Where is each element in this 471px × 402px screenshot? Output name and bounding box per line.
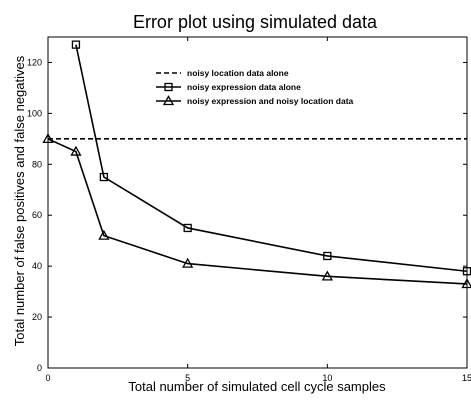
legend-label-1: noisy location data alone [187, 68, 289, 78]
series-line-3 [48, 139, 467, 284]
y-tick-label: 20 [32, 312, 42, 322]
y-tick-label: 0 [37, 363, 42, 373]
y-tick-label: 120 [27, 57, 42, 67]
y-axis-label: Total number of false positives and fals… [12, 55, 27, 346]
legend-label-3: noisy expression and noisy location data [187, 96, 354, 106]
x-tick-label: 10 [322, 373, 332, 383]
chart-title: Error plot using simulated data [133, 12, 378, 32]
y-tick-label: 100 [27, 108, 42, 118]
x-tick-label: 0 [45, 373, 50, 383]
y-tick-label: 80 [32, 159, 42, 169]
x-tick-label: 15 [462, 373, 471, 383]
legend-label-2: noisy expression data alone [187, 82, 301, 92]
y-tick-label: 60 [32, 210, 42, 220]
x-axis-label: Total number of simulated cell cycle sam… [128, 379, 386, 394]
y-tick-label: 40 [32, 261, 42, 271]
x-tick-label: 5 [185, 373, 190, 383]
